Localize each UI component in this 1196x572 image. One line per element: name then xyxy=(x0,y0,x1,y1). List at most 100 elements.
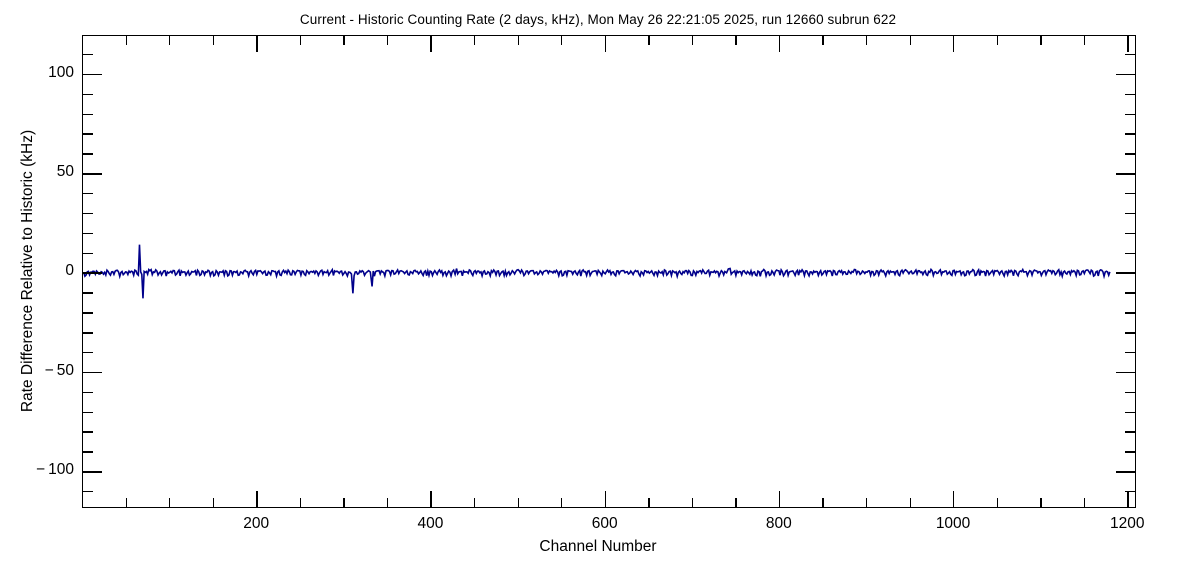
x-minor-tick xyxy=(212,498,215,507)
x-major-tick-top xyxy=(604,36,607,52)
y-minor-tick xyxy=(83,192,93,195)
x-minor-tick xyxy=(561,498,563,507)
x-axis-title: Channel Number xyxy=(539,538,657,555)
y-minor-tick-right xyxy=(1125,411,1135,413)
y-major-tick-right xyxy=(1116,173,1135,175)
y-minor-tick-right xyxy=(1125,451,1135,453)
x-major-tick xyxy=(778,491,781,507)
x-minor-tick-top xyxy=(691,36,694,45)
x-tick-label: 400 xyxy=(417,515,444,532)
chart-title: Current - Historic Counting Rate (2 days… xyxy=(299,12,897,27)
y-minor-tick xyxy=(83,351,93,354)
x-minor-tick-top xyxy=(473,36,476,45)
y-minor-tick xyxy=(83,411,93,413)
y-minor-tick xyxy=(83,113,93,115)
x-minor-tick-top xyxy=(1040,36,1042,45)
x-minor-tick-top xyxy=(561,36,563,45)
y-minor-tick xyxy=(83,153,93,155)
y-minor-tick xyxy=(83,491,93,493)
y-minor-tick-right xyxy=(1125,491,1135,493)
y-minor-tick xyxy=(83,53,93,56)
x-minor-tick xyxy=(1083,498,1086,507)
y-tick-label: − 50 xyxy=(44,361,74,379)
x-minor-tick-top xyxy=(82,36,84,45)
x-minor-tick xyxy=(865,498,868,507)
x-minor-tick xyxy=(822,498,824,507)
x-tick-label: 1000 xyxy=(935,515,971,532)
y-major-tick-right xyxy=(1116,272,1135,274)
y-major-tick xyxy=(83,471,102,473)
y-minor-tick-right xyxy=(1125,332,1135,334)
y-major-tick xyxy=(83,371,102,374)
x-major-tick xyxy=(953,491,955,507)
y-minor-tick xyxy=(83,451,93,453)
x-minor-tick-top xyxy=(299,36,302,45)
data-series-line xyxy=(82,244,1111,299)
y-minor-tick-right xyxy=(1125,153,1135,155)
x-minor-tick-top xyxy=(996,36,999,45)
x-minor-tick xyxy=(648,498,650,507)
x-minor-tick xyxy=(343,498,345,507)
y-major-tick-right xyxy=(1116,471,1135,473)
x-minor-tick xyxy=(517,498,519,507)
y-major-tick xyxy=(83,173,102,175)
x-tick-label: 800 xyxy=(765,515,792,532)
y-minor-tick-right xyxy=(1125,192,1135,195)
y-minor-tick-right xyxy=(1125,133,1135,135)
y-minor-tick xyxy=(83,212,93,215)
x-major-tick xyxy=(256,491,258,507)
y-minor-tick xyxy=(83,391,93,394)
x-minor-tick xyxy=(169,498,171,507)
x-minor-tick xyxy=(473,498,476,507)
y-minor-tick xyxy=(83,133,93,135)
x-major-tick-top xyxy=(430,36,432,52)
x-major-tick-top xyxy=(953,36,955,52)
x-major-tick-top xyxy=(1127,36,1129,52)
x-minor-tick xyxy=(909,498,911,507)
x-tick-label: 1200 xyxy=(1110,515,1145,532)
x-minor-tick-top xyxy=(865,36,868,45)
y-minor-tick-right xyxy=(1125,431,1135,433)
y-minor-tick xyxy=(83,232,93,235)
y-minor-tick-right xyxy=(1125,351,1135,354)
y-minor-tick-right xyxy=(1125,53,1135,56)
y-minor-tick xyxy=(83,292,93,294)
x-minor-tick xyxy=(735,498,737,507)
y-axis-title: Rate Difference Relative to Historic (kH… xyxy=(19,129,36,413)
y-minor-tick-right xyxy=(1125,113,1135,115)
x-minor-tick-top xyxy=(517,36,519,45)
x-minor-tick-top xyxy=(125,36,127,45)
y-minor-tick xyxy=(83,332,93,334)
x-minor-tick xyxy=(1040,498,1042,507)
x-minor-tick-top xyxy=(735,36,737,45)
x-minor-tick xyxy=(996,498,999,507)
y-tick-label: 0 xyxy=(65,262,74,280)
plot-canvas xyxy=(82,244,1111,299)
x-minor-tick-top xyxy=(169,36,171,45)
y-tick-label: 100 xyxy=(48,63,74,81)
x-major-tick xyxy=(1127,491,1129,507)
x-minor-tick-top xyxy=(1083,36,1086,45)
y-minor-tick-right xyxy=(1125,391,1135,394)
y-minor-tick-right xyxy=(1125,232,1135,235)
x-minor-tick xyxy=(82,498,84,507)
y-minor-tick-right xyxy=(1125,212,1135,215)
x-minor-tick-top xyxy=(386,36,389,45)
x-minor-tick xyxy=(386,498,389,507)
x-minor-tick xyxy=(691,498,694,507)
y-tick-label: − 100 xyxy=(35,461,74,479)
y-minor-tick-right xyxy=(1125,292,1135,294)
y-minor-tick xyxy=(83,252,93,254)
x-tick-label: 600 xyxy=(591,515,618,532)
x-minor-tick-top xyxy=(343,36,345,45)
y-major-tick xyxy=(83,73,102,76)
y-minor-tick-right xyxy=(1125,93,1135,96)
x-minor-tick-top xyxy=(212,36,215,45)
x-major-tick xyxy=(430,491,432,507)
x-minor-tick xyxy=(125,498,127,507)
y-minor-tick xyxy=(83,312,93,314)
x-minor-tick-top xyxy=(648,36,650,45)
x-major-tick xyxy=(604,491,607,507)
y-minor-tick xyxy=(83,431,93,433)
